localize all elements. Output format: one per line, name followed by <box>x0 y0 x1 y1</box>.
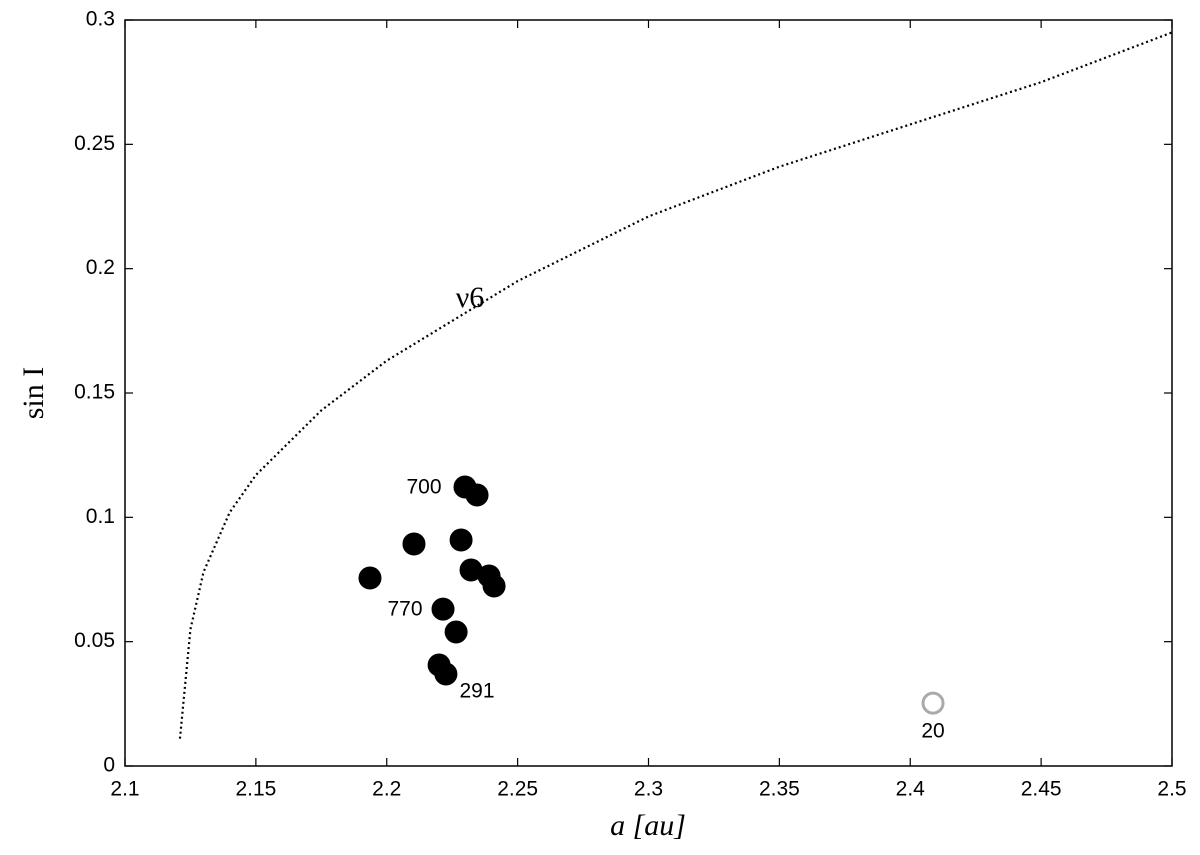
x-tick-label: 2.25 <box>497 778 538 801</box>
plot-frame <box>124 19 1173 767</box>
y-tick-label: 0.25 <box>74 132 115 155</box>
x-tick-label: 2.2 <box>372 778 401 801</box>
asteroid-point <box>358 566 382 590</box>
asteroid-point <box>444 620 468 644</box>
y-tick-label: 0.15 <box>74 381 115 404</box>
asteroid-point <box>921 691 945 715</box>
annotation: 20 <box>921 720 944 743</box>
annotation: 770 <box>387 598 422 621</box>
asteroid-point <box>431 597 455 621</box>
x-tick-label: 2.15 <box>235 778 276 801</box>
y-tick-label: 0.1 <box>86 505 115 528</box>
x-tick-label: 2.4 <box>896 778 926 801</box>
asteroid-point <box>482 574 506 598</box>
x-tick-label: 2.5 <box>1157 778 1186 801</box>
x-tick-label: 2.45 <box>1021 778 1062 801</box>
asteroid-point <box>449 528 473 552</box>
y-axis-label: sin I <box>17 367 50 420</box>
asteroid-point <box>434 662 458 686</box>
annotation: ν6 <box>456 281 485 314</box>
x-tick-label: 2.35 <box>759 778 800 801</box>
annotation: 291 <box>459 680 494 703</box>
y-tick-label: 0.05 <box>74 629 115 652</box>
x-axis-label: a [au] <box>610 809 686 842</box>
y-tick-label: 0.2 <box>86 256 115 279</box>
y-tick-label: 0 <box>103 754 115 777</box>
y-tick-label: 0.3 <box>86 8 115 31</box>
annotation: 700 <box>406 476 441 499</box>
asteroid-point <box>465 483 489 507</box>
x-tick-label: 2.3 <box>634 778 663 801</box>
x-tick-label: 2.1 <box>110 778 139 801</box>
resonance-curve <box>178 31 1173 739</box>
asteroid-point <box>402 532 426 556</box>
